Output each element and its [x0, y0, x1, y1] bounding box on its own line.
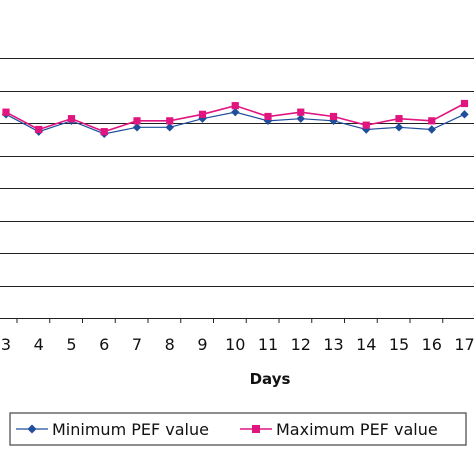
- data-point-max: [395, 115, 403, 123]
- data-point-min: [394, 123, 404, 132]
- x-tick-label: 5: [66, 335, 76, 354]
- x-tick-label: 13: [323, 335, 343, 354]
- legend-max-marker: [252, 425, 260, 433]
- legend-min-label: Minimum PEF value: [52, 420, 209, 439]
- data-point-max: [2, 108, 10, 116]
- data-point-max: [460, 99, 469, 108]
- data-point-max: [35, 125, 43, 134]
- x-tick-label: 3: [1, 335, 11, 354]
- data-point-max: [198, 110, 207, 118]
- x-tick-label: 16: [422, 335, 442, 354]
- x-tick-label: 11: [258, 335, 278, 354]
- data-point-min: [198, 114, 207, 123]
- data-point-max: [428, 117, 436, 125]
- data-point-max: [100, 128, 108, 136]
- legend-box: [9, 412, 467, 446]
- x-tick-label: 4: [34, 335, 44, 354]
- x-tick-label: 17: [454, 335, 474, 354]
- data-point-max: [67, 115, 76, 123]
- data-point-min: [427, 125, 436, 134]
- x-tick-label: 10: [225, 335, 245, 354]
- x-tick-label: 12: [291, 335, 311, 354]
- x-tick-label: 14: [356, 335, 376, 354]
- data-point-max: [133, 117, 141, 125]
- x-axis-title: Days: [250, 370, 291, 388]
- data-point-max: [264, 112, 272, 121]
- data-point-min: [132, 123, 142, 132]
- data-point-max: [362, 121, 370, 129]
- series-lines: [1, 99, 469, 139]
- legend-min-marker: [27, 424, 37, 434]
- data-point-min: [263, 116, 273, 126]
- grid-lines: [0, 58, 474, 319]
- x-tick-label: 6: [99, 335, 109, 354]
- x-tick-label: 15: [389, 335, 409, 354]
- data-point-max: [166, 117, 174, 125]
- data-point-max: [329, 112, 338, 121]
- x-tick-label: 9: [197, 335, 207, 354]
- x-tick-label: 8: [165, 335, 175, 354]
- data-point-min: [296, 114, 305, 123]
- x-tick-label: 7: [132, 335, 142, 354]
- data-point-min: [329, 116, 338, 126]
- data-point-min: [460, 110, 469, 119]
- data-point-max: [231, 102, 239, 110]
- x-tick-labels: 3 4 5 6 7 8 9 10 11 12 13 14 15 16 17: [1, 335, 474, 354]
- data-point-max: [297, 108, 305, 116]
- legend: Minimum PEF value Maximum PEF value: [9, 412, 467, 446]
- axes: [16, 318, 444, 323]
- data-point-min: [231, 107, 240, 117]
- legend-max-label: Maximum PEF value: [276, 420, 438, 439]
- data-point-min: [165, 123, 174, 132]
